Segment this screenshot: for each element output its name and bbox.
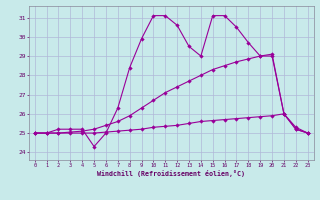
X-axis label: Windchill (Refroidissement éolien,°C): Windchill (Refroidissement éolien,°C) bbox=[97, 170, 245, 177]
